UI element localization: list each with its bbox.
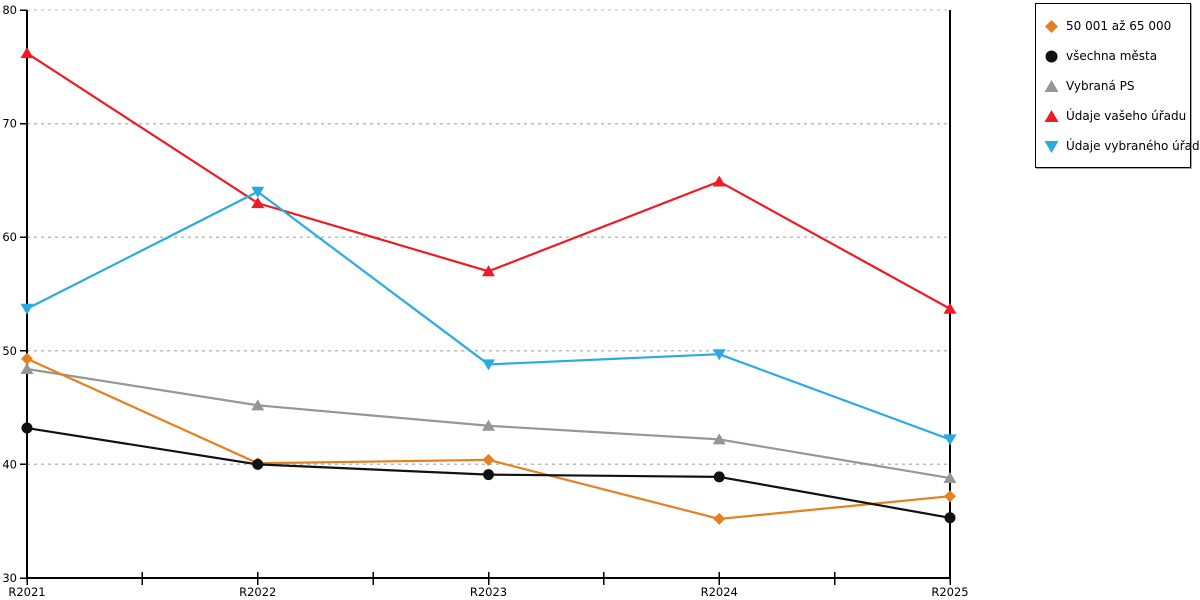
circle-icon <box>1045 50 1058 62</box>
y-tick-label: 70 <box>2 117 17 131</box>
y-tick-label: 60 <box>2 230 17 244</box>
x-tick-label: R2025 <box>931 585 968 599</box>
data-point <box>20 303 34 315</box>
data-point <box>713 471 725 483</box>
data-point <box>482 419 495 431</box>
legend-item: všechna města <box>1044 41 1184 71</box>
y-tick-label: 30 <box>2 571 17 585</box>
data-point <box>252 458 264 470</box>
series-line-4 <box>25 190 952 441</box>
data-point <box>21 352 33 365</box>
legend-label: 50 001 až 65 000 <box>1066 18 1172 33</box>
x-tick-label: R2021 <box>8 585 45 599</box>
data-point <box>482 359 495 371</box>
data-point <box>251 399 265 411</box>
triangle-up-icon <box>1044 79 1059 92</box>
legend-item: Údaje vybraného úřadu <box>1044 131 1200 161</box>
data-point <box>713 512 726 525</box>
legend-label: všechna města <box>1066 48 1158 63</box>
series-line-0 <box>25 357 952 521</box>
data-point <box>944 490 956 503</box>
data-point <box>712 349 726 361</box>
data-point <box>251 197 265 209</box>
data-point <box>944 512 956 524</box>
triangle-down-icon <box>1044 140 1059 153</box>
x-tick-label: R2022 <box>239 585 276 599</box>
data-point <box>943 302 957 314</box>
legend-item: Vybraná PS <box>1044 71 1184 101</box>
diamond-icon <box>1045 19 1058 33</box>
y-tick-label: 40 <box>2 457 17 471</box>
legend: 50 001 až 65 000 všechna města Vybraná PS Ú… <box>1035 3 1200 168</box>
data-point <box>20 47 34 59</box>
triangle-up-icon <box>1044 109 1059 122</box>
data-point <box>20 362 34 374</box>
data-point <box>712 433 726 445</box>
legend-label: Vybraná PS <box>1066 78 1135 93</box>
data-point <box>943 434 957 446</box>
data-point <box>482 265 495 277</box>
data-point <box>943 472 957 484</box>
legend-label: Údaje vašeho úřadu <box>1066 108 1187 123</box>
data-point <box>21 422 33 434</box>
data-point <box>712 175 726 187</box>
x-tick-label: R2023 <box>470 585 507 599</box>
y-tick-label: 80 <box>2 3 17 17</box>
y-tick-label: 50 <box>2 344 17 358</box>
data-point <box>482 453 495 466</box>
legend-item: 50 001 až 65 000 <box>1044 11 1184 41</box>
legend-item: Údaje vašeho úřadu <box>1044 101 1187 131</box>
x-tick-label: R2024 <box>701 585 738 599</box>
data-point <box>483 469 494 481</box>
legend-label: Údaje vybraného úřadu <box>1066 138 1200 153</box>
data-point <box>251 186 265 198</box>
